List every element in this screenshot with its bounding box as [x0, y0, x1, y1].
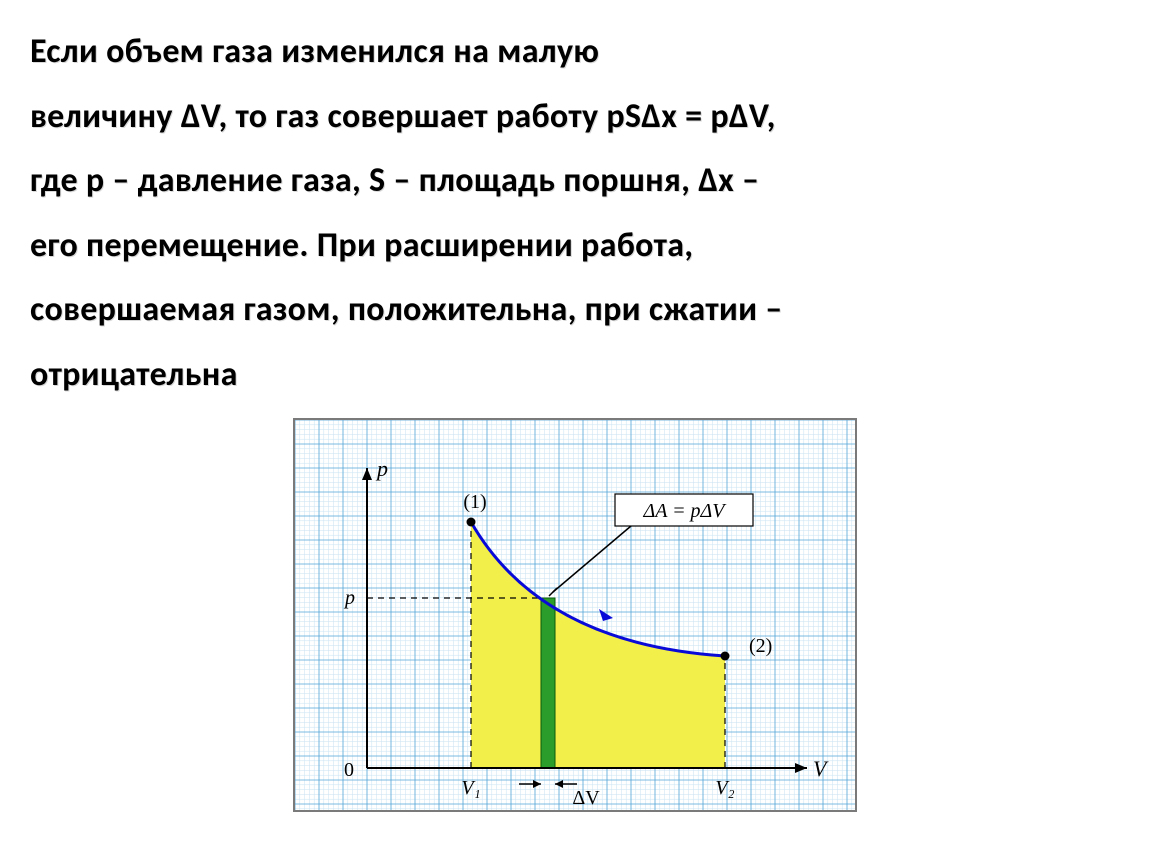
svg-text:V₂: V₂ [715, 777, 734, 799]
para-line-5: отрицательна [30, 354, 238, 395]
svg-text:p: p [375, 456, 388, 481]
chart-frame: 0Vpp(1)(2)V₁V₂ΔVΔA = pΔV [293, 418, 857, 812]
para-line-0: Если объем газа изменился на малую [30, 31, 599, 72]
svg-text:ΔV: ΔV [572, 787, 600, 809]
svg-text:p: p [343, 587, 355, 609]
svg-text:(2): (2) [749, 635, 772, 657]
svg-text:(1): (1) [463, 491, 486, 513]
explanation-paragraph: Если объем газа изменился на малую велич… [30, 20, 1120, 408]
chart-container: 0Vpp(1)(2)V₁V₂ΔVΔA = pΔV [30, 418, 1120, 812]
svg-text:ΔA = pΔV: ΔA = pΔV [642, 500, 727, 522]
svg-text:0: 0 [344, 759, 354, 781]
para-line-1: величину ΔV, то газ совершает работу pSΔ… [30, 96, 776, 137]
para-line-2: где p – давление газа, S – площадь поршн… [30, 160, 759, 201]
svg-text:V₁: V₁ [461, 777, 480, 799]
pv-diagram: 0Vpp(1)(2)V₁V₂ΔVΔA = pΔV [295, 420, 855, 810]
para-line-3: его перемещение. При расширении работа, [30, 225, 693, 266]
para-line-4: совершаемая газом, положительна, при сжа… [30, 289, 783, 330]
